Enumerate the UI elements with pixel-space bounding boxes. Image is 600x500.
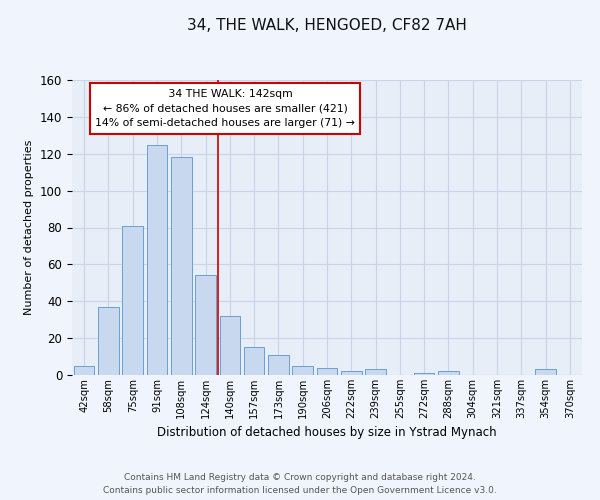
Bar	[414, 373, 434, 375]
Bar	[146, 144, 167, 375]
Bar	[122, 226, 143, 375]
Text: 34 THE WALK: 142sqm
← 86% of detached houses are smaller (421)
14% of semi-detac: 34 THE WALK: 142sqm ← 86% of detached ho…	[95, 89, 355, 128]
Bar	[244, 348, 265, 375]
Title: 34, THE WALK, HENGOED, CF82 7AH: 34, THE WALK, HENGOED, CF82 7AH	[187, 18, 467, 33]
Bar	[171, 158, 191, 375]
Bar	[268, 354, 289, 375]
Text: Contains HM Land Registry data © Crown copyright and database right 2024.
Contai: Contains HM Land Registry data © Crown c…	[103, 474, 497, 495]
Bar	[74, 366, 94, 375]
Bar	[98, 307, 119, 375]
Y-axis label: Number of detached properties: Number of detached properties	[25, 140, 34, 315]
Bar	[317, 368, 337, 375]
Bar	[195, 276, 216, 375]
X-axis label: Distribution of detached houses by size in Ystrad Mynach: Distribution of detached houses by size …	[157, 426, 497, 440]
Bar	[220, 316, 240, 375]
Bar	[438, 372, 459, 375]
Bar	[535, 370, 556, 375]
Bar	[292, 366, 313, 375]
Bar	[341, 372, 362, 375]
Bar	[365, 370, 386, 375]
